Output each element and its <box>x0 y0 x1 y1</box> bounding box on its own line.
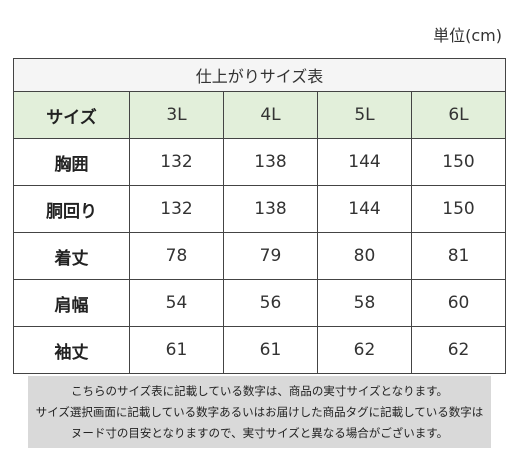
row-label: 着丈 <box>13 232 130 280</box>
table-row: 胸囲 132 138 144 150 <box>13 138 507 186</box>
table-title-row: 仕上がりサイズ表 <box>12 58 507 92</box>
table-cell: 150 <box>410 138 507 186</box>
table-cell: 144 <box>317 138 412 186</box>
table-cell: 80 <box>317 232 412 280</box>
note-line: サイズ選択画面に記載している数字あるいはお届けした商品タグに記載している数字は <box>35 404 484 419</box>
row-label: 胸囲 <box>13 138 130 186</box>
size-header-label: サイズ <box>13 91 130 139</box>
table-row: 胴回り 132 138 144 150 <box>13 185 507 233</box>
size-header-row: サイズ 3L 4L 5L 6L <box>13 91 507 139</box>
table-cell: 79 <box>223 232 318 280</box>
note-line: ヌード寸の目安となりますので、実寸サイズと異なる場合がございます。 <box>70 425 449 440</box>
table-cell: 61 <box>129 326 224 374</box>
table-title: 仕上がりサイズ表 <box>12 58 507 92</box>
table-cell: 132 <box>129 185 224 233</box>
table-cell: 138 <box>223 138 318 186</box>
table-row: 袖丈 61 61 62 62 <box>13 326 507 374</box>
table-cell: 132 <box>129 138 224 186</box>
size-header-cell: 5L <box>317 91 412 139</box>
note-box: こちらのサイズ表に記載している数字は、商品の実寸サイズとなります。 サイズ選択画… <box>28 376 491 448</box>
row-label: 袖丈 <box>13 326 130 374</box>
table-cell: 61 <box>223 326 318 374</box>
size-chart-table: 仕上がりサイズ表 サイズ 3L 4L 5L 6L 胸囲 132 138 144 … <box>12 58 507 374</box>
table-cell: 54 <box>129 279 224 327</box>
table-cell: 78 <box>129 232 224 280</box>
size-header-cell: 3L <box>129 91 224 139</box>
row-label: 胴回り <box>13 185 130 233</box>
table-row: 肩幅 54 56 58 60 <box>13 279 507 327</box>
row-label: 肩幅 <box>13 279 130 327</box>
table-cell: 144 <box>317 185 412 233</box>
size-header-cell: 6L <box>410 91 507 139</box>
table-cell: 150 <box>410 185 507 233</box>
table-cell: 62 <box>410 326 507 374</box>
table-cell: 62 <box>317 326 412 374</box>
table-cell: 58 <box>317 279 412 327</box>
table-cell: 138 <box>223 185 318 233</box>
unit-label: 単位(cm) <box>433 26 502 45</box>
table-row: 着丈 78 79 80 81 <box>13 232 507 280</box>
table-cell: 81 <box>410 232 507 280</box>
table-cell: 60 <box>410 279 507 327</box>
note-line: こちらのサイズ表に記載している数字は、商品の実寸サイズとなります。 <box>71 383 448 398</box>
size-header-cell: 4L <box>223 91 318 139</box>
table-cell: 56 <box>223 279 318 327</box>
